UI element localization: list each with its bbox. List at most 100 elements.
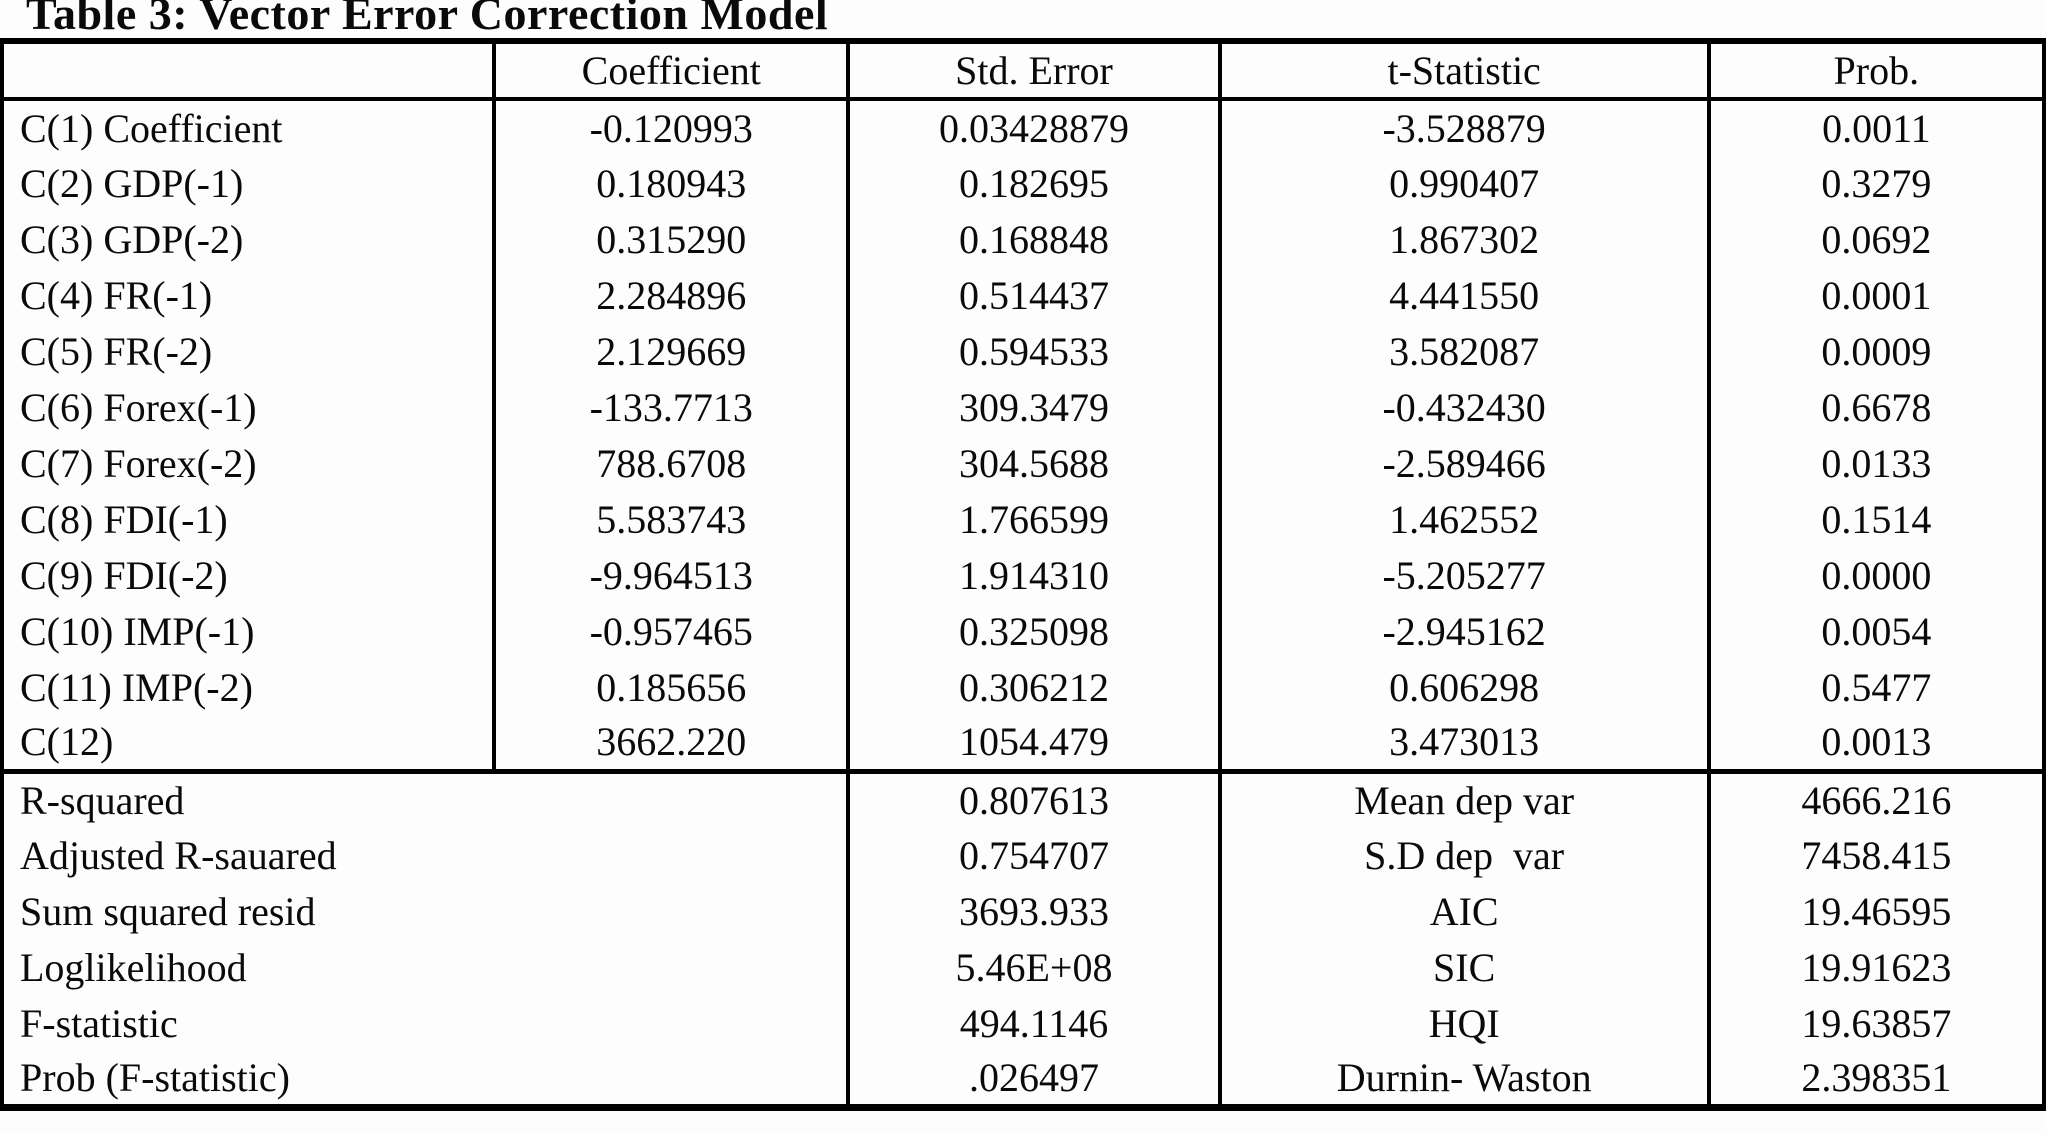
table-title-wrap: Table 3: Vector Error Correction Model [0, 0, 2046, 38]
prob-cell: 0.0011 [1706, 99, 2044, 155]
table-row: C(6) Forex(-1) -133.7713 309.3479 -0.432… [2, 379, 2044, 435]
summary-row: Adjusted R-sauared 0.754707 S.D dep var … [2, 827, 2044, 883]
coefficient-cell: 5.583743 [492, 491, 849, 547]
table-row: C(9) FDI(-2) -9.964513 1.914310 -5.20527… [2, 547, 2044, 603]
summary-value-cell: 5.46E+08 [846, 939, 1220, 995]
row-label-cell: C(11) IMP(-2) [20, 664, 253, 710]
summary-value-cell: 494.1146 [846, 995, 1220, 1051]
t-statistic-cell: 0.990407 [1217, 155, 1709, 211]
prob-cell: 0.1514 [1706, 491, 2044, 547]
t-statistic-cell: 4.441550 [1217, 267, 1709, 323]
summary-row: Sum squared resid 3693.933 AIC 19.46595 [2, 883, 2044, 939]
std-error-cell: 0.306212 [846, 659, 1220, 715]
table-row: C(12) 3662.220 1054.479 3.473013 0.0013 [2, 715, 2044, 771]
coefficient-cell: -0.120993 [492, 99, 849, 155]
coefficient-cell: 2.284896 [492, 267, 849, 323]
summary-label-cell: Prob (F-statistic) [20, 1054, 290, 1100]
summary-value-cell: .026497 [846, 1051, 1220, 1107]
table-row: C(3) GDP(-2) 0.315290 0.168848 1.867302 … [2, 211, 2044, 267]
summary-label2-cell: SIC [1217, 939, 1709, 995]
coefficient-cell: 0.185656 [492, 659, 849, 715]
coefficient-cell: -0.957465 [492, 603, 849, 659]
t-statistic-cell: -5.205277 [1217, 547, 1709, 603]
std-error-cell: 304.5688 [846, 435, 1220, 491]
summary-label2-cell: HQI [1217, 995, 1709, 1051]
summary-row: F-statistic 494.1146 HQI 19.63857 [2, 995, 2044, 1051]
t-statistic-cell: -2.589466 [1217, 435, 1709, 491]
header-std-error: Std. Error [846, 41, 1220, 101]
header-empty-cell [2, 41, 495, 101]
std-error-cell: 0.182695 [846, 155, 1220, 211]
prob-cell: 0.6678 [1706, 379, 2044, 435]
row-label-cell: C(2) GDP(-1) [20, 160, 244, 206]
vecm-table: Coefficient Std. Error t-Statistic Prob.… [0, 38, 2046, 1111]
coefficient-cell: 0.180943 [492, 155, 849, 211]
coefficient-cell: -9.964513 [492, 547, 849, 603]
summary-label-cell: Adjusted R-sauared [20, 832, 337, 878]
table-row: C(4) FR(-1) 2.284896 0.514437 4.441550 0… [2, 267, 2044, 323]
row-label-cell: C(8) FDI(-1) [20, 496, 228, 542]
prob-cell: 0.0013 [1706, 715, 2044, 771]
prob-cell: 0.0692 [1706, 211, 2044, 267]
table-row: C(11) IMP(-2) 0.185656 0.306212 0.606298… [2, 659, 2044, 715]
std-error-cell: 309.3479 [846, 379, 1220, 435]
summary-value-cell: 0.807613 [846, 768, 1220, 827]
t-statistic-cell: 1.462552 [1217, 491, 1709, 547]
summary-row: Loglikelihood 5.46E+08 SIC 19.91623 [2, 939, 2044, 995]
t-statistic-cell: -0.432430 [1217, 379, 1709, 435]
coefficient-cell: -133.7713 [492, 379, 849, 435]
header-coefficient: Coefficient [492, 41, 849, 101]
prob-cell: 0.0133 [1706, 435, 2044, 491]
summary-label2-cell: AIC [1217, 883, 1709, 939]
header-prob: Prob. [1706, 41, 2044, 101]
t-statistic-cell: 3.473013 [1217, 715, 1709, 771]
summary-label-cell: Sum squared resid [20, 888, 316, 934]
summary-value2-cell: 19.91623 [1706, 939, 2044, 995]
summary-value2-cell: 4666.216 [1706, 768, 2044, 827]
summary-value-cell: 0.754707 [846, 827, 1220, 883]
prob-cell: 0.0009 [1706, 323, 2044, 379]
prob-cell: 0.0000 [1706, 547, 2044, 603]
prob-cell: 0.0001 [1706, 267, 2044, 323]
table-row: C(2) GDP(-1) 0.180943 0.182695 0.990407 … [2, 155, 2044, 211]
table-row: C(7) Forex(-2) 788.6708 304.5688 -2.5894… [2, 435, 2044, 491]
row-label-cell: C(5) FR(-2) [20, 328, 213, 374]
table-row: C(10) IMP(-1) -0.957465 0.325098 -2.9451… [2, 603, 2044, 659]
t-statistic-cell: -2.945162 [1217, 603, 1709, 659]
coefficient-cell: 0.315290 [492, 211, 849, 267]
std-error-cell: 1054.479 [846, 715, 1220, 771]
table-title: Table 3: Vector Error Correction Model [26, 0, 829, 38]
coefficient-cell: 3662.220 [492, 715, 849, 771]
table-row: C(8) FDI(-1) 5.583743 1.766599 1.462552 … [2, 491, 2044, 547]
summary-value-cell: 3693.933 [846, 883, 1220, 939]
row-label-cell: C(12) [20, 719, 114, 765]
std-error-cell: 0.594533 [846, 323, 1220, 379]
summary-value2-cell: 2.398351 [1706, 1051, 2044, 1107]
summary-value2-cell: 19.46595 [1706, 883, 2044, 939]
row-label-cell: C(7) Forex(-2) [20, 440, 257, 486]
summary-value2-cell: 19.63857 [1706, 995, 2044, 1051]
t-statistic-cell: 1.867302 [1217, 211, 1709, 267]
std-error-cell: 0.168848 [846, 211, 1220, 267]
summary-value2-cell: 7458.415 [1706, 827, 2044, 883]
summary-row: R-squared 0.807613 Mean dep var 4666.216 [2, 768, 2044, 827]
std-error-cell: 1.914310 [846, 547, 1220, 603]
prob-cell: 0.0054 [1706, 603, 2044, 659]
row-label-cell: C(4) FR(-1) [20, 272, 213, 318]
t-statistic-cell: 3.582087 [1217, 323, 1709, 379]
row-label-cell: C(9) FDI(-2) [20, 552, 228, 598]
t-statistic-cell: -3.528879 [1217, 99, 1709, 155]
std-error-cell: 1.766599 [846, 491, 1220, 547]
coefficient-cell: 2.129669 [492, 323, 849, 379]
std-error-cell: 0.325098 [846, 603, 1220, 659]
summary-label2-cell: S.D dep var [1217, 827, 1709, 883]
header-t-statistic: t-Statistic [1217, 41, 1709, 101]
t-statistic-cell: 0.606298 [1217, 659, 1709, 715]
row-label-cell: C(6) Forex(-1) [20, 384, 257, 430]
summary-label-cell: F-statistic [20, 1000, 178, 1046]
std-error-cell: 0.03428879 [846, 99, 1220, 155]
summary-row: Prob (F-statistic) .026497 Durnin- Wasto… [2, 1051, 2044, 1107]
summary-label2-cell: Durnin- Waston [1217, 1051, 1709, 1107]
row-label-cell: C(3) GDP(-2) [20, 216, 244, 262]
